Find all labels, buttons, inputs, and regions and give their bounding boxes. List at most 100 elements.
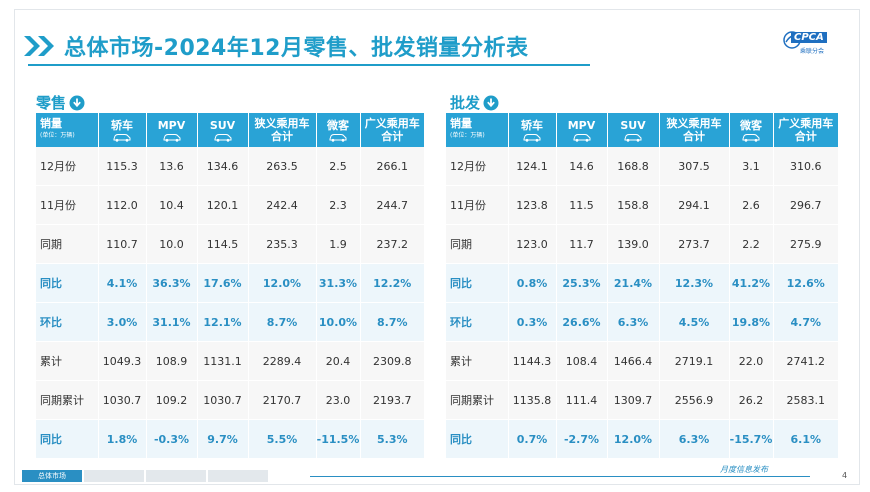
table-cell: 20.4 [315,341,360,381]
car-icon [573,133,590,142]
table-cell: -0.3% [145,419,197,459]
page-number: 4 [842,471,848,480]
table-row: 环比 0.3% 26.6% 6.3% 4.5% 19.8% 4.7% [446,302,838,342]
table-cell: 109.2 [145,380,197,420]
table-cell: 12.0% [247,263,316,303]
table-row: 同期累计 1135.8 111.4 1309.7 2556.9 26.2 2583.1 [446,380,838,420]
column-header-label: SUV [620,118,646,132]
table-cell: 296.7 [772,185,838,225]
column-header: SUV [607,113,660,147]
table-cell: 108.4 [555,341,607,381]
row-label: 同期 [36,224,98,264]
table-cell: 10.4 [145,185,197,225]
table-cell: -15.7% [728,419,773,459]
column-header: 狭义乘用车 合计 [659,113,730,147]
table-cell: 2289.4 [247,341,316,381]
table-cell: 17.6% [196,263,248,303]
tab-overall-market[interactable]: 总体市场 [22,470,82,482]
table-cell: 123.8 [507,185,556,225]
table-cell: 13.6 [145,147,197,186]
wholesale-label-text: 批发 [450,94,481,112]
table-row: 同期 123.0 11.7 139.0 273.7 2.2 275.9 [446,224,838,264]
table-cell: 0.7% [507,419,556,459]
column-header: 广义乘用车 合计 [773,113,838,147]
table-cell: 6.3% [606,302,659,342]
column-header: 轿车 [98,113,147,147]
title-underline [28,64,590,66]
row-label: 环比 [446,302,508,342]
row-label: 同比 [446,263,508,303]
column-header-sublabel: 合计 [683,130,705,143]
wholesale-label: 批发 [450,92,499,113]
table-cell: 25.3% [555,263,607,303]
table-cell: 1030.7 [196,380,248,420]
table-row: 11月份 123.8 11.5 158.8 294.1 2.6 296.7 [446,185,838,225]
table-cell: 8.7% [359,302,424,342]
title-row: 总体市场-2024年12月零售、批发销量分析表 [22,30,528,62]
table-cell: 294.1 [658,185,729,225]
row-label: 12月份 [446,147,508,186]
row-label: 同比 [36,263,98,303]
down-arrow-circle-icon [69,95,85,110]
table-cell: 242.4 [247,185,316,225]
car-icon [329,133,347,142]
column-header-label: 轿车 [111,118,133,132]
column-header: 轿车 [508,113,557,147]
header-sales-label: 销量 [40,117,62,130]
table-cell: 1.9 [315,224,360,264]
tab-4[interactable] [208,470,268,482]
table-cell: 2556.9 [658,380,729,420]
table-cell: 4.7% [772,302,838,342]
table-cell: 275.9 [772,224,838,264]
table-cell: 2583.1 [772,380,838,420]
table-cell: 5.5% [247,419,316,459]
table-cell: 6.1% [772,419,838,459]
column-header: MPV [146,113,198,147]
column-header-label: 广义乘用车 [364,117,420,130]
table-cell: 14.6 [555,147,607,186]
table-cell: 2.5 [315,147,360,186]
tab-2[interactable] [84,470,144,482]
table-cell: 244.7 [359,185,424,225]
table-cell: 1309.7 [606,380,659,420]
table-row: 同比 4.1% 36.3% 17.6% 12.0% 31.3% 12.2% [36,263,424,303]
table-cell: 1135.8 [507,380,556,420]
table-cell: 12.1% [196,302,248,342]
table-cell: 112.0 [97,185,146,225]
table-cell: 31.3% [315,263,360,303]
row-label: 累计 [446,341,508,381]
table-cell: 2.2 [728,224,773,264]
row-label: 累计 [36,341,98,381]
car-icon [624,133,642,142]
table-cell: 2.6 [728,185,773,225]
footer-line [310,476,810,477]
table-row: 累计 1049.3 108.9 1131.1 2289.4 20.4 2309.8 [36,341,424,381]
retail-label-text: 零售 [36,94,67,112]
table-cell: 1144.3 [507,341,556,381]
table-cell: 111.4 [555,380,607,420]
row-label: 同比 [36,419,98,459]
table-cell: 31.1% [145,302,197,342]
header-unit: (单位：万辆) [450,132,485,139]
table-cell: 5.3% [359,419,424,459]
table-row: 12月份 115.3 13.6 134.6 263.5 2.5 266.1 [36,147,424,186]
car-icon [214,133,231,142]
row-label: 环比 [36,302,98,342]
table-cell: 2309.8 [359,341,424,381]
table-cell: 273.7 [658,224,729,264]
table-cell: 123.0 [507,224,556,264]
tab-3[interactable] [146,470,206,482]
column-header-label: 狭义乘用车 [666,117,722,130]
table-cell: 12.6% [772,263,838,303]
column-header-sublabel: 合计 [381,130,404,143]
table-cell: 1131.1 [196,341,248,381]
table-cell: 108.9 [145,341,197,381]
table-cell: 6.3% [658,419,729,459]
table-row: 累计 1144.3 108.4 1466.4 2719.1 22.0 2741.2 [446,341,838,381]
table-cell: 139.0 [606,224,659,264]
header-sales-label: 销量 [450,117,472,130]
table-row: 同比 0.8% 25.3% 21.4% 12.3% 41.2% 12.6% [446,263,838,303]
column-header-label: MPV [567,118,596,132]
retail-table: 销量 (单位：万辆) 轿车 MPV SUV 狭义乘用车 合计 微客 广义乘用车 合计 12月份 11… [36,113,424,459]
wholesale-body: 12月份 124.1 14.6 168.8 307.5 3.1 310.6 11月份 123.8… [446,147,838,459]
